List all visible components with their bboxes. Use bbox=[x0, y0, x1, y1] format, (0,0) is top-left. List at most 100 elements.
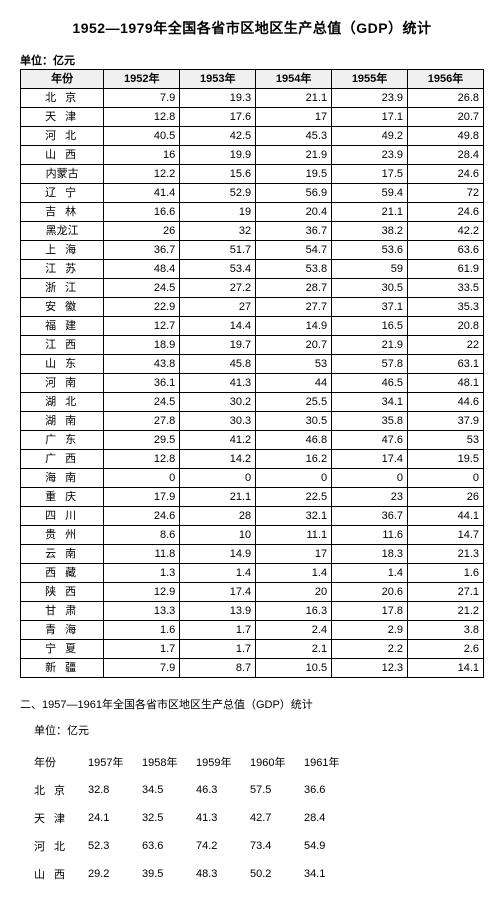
value-cell: 21.9 bbox=[332, 336, 408, 355]
value-cell: 26.8 bbox=[408, 89, 484, 108]
value-cell: 53.6 bbox=[332, 241, 408, 260]
table-row: 宁 夏1.71.72.12.22.6 bbox=[21, 640, 484, 659]
value-cell: 41.2 bbox=[180, 431, 256, 450]
value-cell: 40.5 bbox=[104, 127, 180, 146]
value-cell: 29.5 bbox=[104, 431, 180, 450]
table-row: 陕 西12.917.42020.627.1 bbox=[21, 583, 484, 602]
table-row: 内蒙古12.215.619.517.524.6 bbox=[21, 165, 484, 184]
table-row: 海 南00000 bbox=[21, 469, 484, 488]
value-cell: 12.3 bbox=[332, 659, 408, 678]
province-cell: 江 苏 bbox=[21, 260, 104, 279]
value-cell: 19.3 bbox=[180, 89, 256, 108]
value-cell: 20.7 bbox=[256, 336, 332, 355]
value-cell: 32.1 bbox=[256, 507, 332, 526]
value-cell: 17.8 bbox=[332, 602, 408, 621]
province-cell: 内蒙古 bbox=[21, 165, 104, 184]
value-cell: 44.1 bbox=[408, 507, 484, 526]
value-cell: 23.9 bbox=[332, 146, 408, 165]
province-cell: 辽 宁 bbox=[21, 184, 104, 203]
value-cell: 54.9 bbox=[304, 832, 358, 860]
table-column-header: 1957年 bbox=[88, 748, 142, 776]
value-cell: 63.6 bbox=[142, 832, 196, 860]
value-cell: 33.5 bbox=[408, 279, 484, 298]
province-cell: 浙 江 bbox=[21, 279, 104, 298]
value-cell: 13.3 bbox=[104, 602, 180, 621]
value-cell: 63.6 bbox=[408, 241, 484, 260]
value-cell: 0 bbox=[256, 469, 332, 488]
table-row: 江 西18.919.720.721.922 bbox=[21, 336, 484, 355]
value-cell: 18.9 bbox=[104, 336, 180, 355]
value-cell: 2.2 bbox=[332, 640, 408, 659]
province-cell: 福 建 bbox=[21, 317, 104, 336]
value-cell: 44.6 bbox=[408, 393, 484, 412]
value-cell: 32.8 bbox=[88, 776, 142, 804]
table-row: 河 北52.363.674.273.454.9 bbox=[34, 832, 358, 860]
value-cell: 17.5 bbox=[332, 165, 408, 184]
value-cell: 53 bbox=[256, 355, 332, 374]
value-cell: 26 bbox=[104, 222, 180, 241]
value-cell: 29.2 bbox=[88, 860, 142, 888]
table-column-header: 年份 bbox=[34, 748, 88, 776]
value-cell: 19.5 bbox=[256, 165, 332, 184]
value-cell: 20.8 bbox=[408, 317, 484, 336]
value-cell: 37.9 bbox=[408, 412, 484, 431]
value-cell: 28.7 bbox=[256, 279, 332, 298]
province-cell: 西 藏 bbox=[21, 564, 104, 583]
value-cell: 10.5 bbox=[256, 659, 332, 678]
value-cell: 46.3 bbox=[196, 776, 250, 804]
province-cell: 黑龙江 bbox=[21, 222, 104, 241]
table-row: 广 东29.541.246.847.653 bbox=[21, 431, 484, 450]
value-cell: 54.7 bbox=[256, 241, 332, 260]
value-cell: 59 bbox=[332, 260, 408, 279]
table-row: 山 东43.845.85357.863.1 bbox=[21, 355, 484, 374]
value-cell: 36.7 bbox=[332, 507, 408, 526]
value-cell: 1.4 bbox=[180, 564, 256, 583]
value-cell: 2.4 bbox=[256, 621, 332, 640]
province-cell: 广 东 bbox=[21, 431, 104, 450]
table-row: 甘 肃13.313.916.317.821.2 bbox=[21, 602, 484, 621]
table-row: 黑龙江263236.738.242.2 bbox=[21, 222, 484, 241]
value-cell: 23 bbox=[332, 488, 408, 507]
province-cell: 云 南 bbox=[21, 545, 104, 564]
value-cell: 41.4 bbox=[104, 184, 180, 203]
value-cell: 21.1 bbox=[332, 203, 408, 222]
value-cell: 0 bbox=[180, 469, 256, 488]
gdp-main-table: 年份1952年1953年1954年1955年1956年 北 京7.919.321… bbox=[20, 69, 484, 678]
value-cell: 46.8 bbox=[256, 431, 332, 450]
page-title: 1952—1979年全国各省市区地区生产总值（GDP）统计 bbox=[20, 18, 484, 38]
value-cell: 2.9 bbox=[332, 621, 408, 640]
table-row: 北 京32.834.546.357.536.6 bbox=[34, 776, 358, 804]
table-column-header: 1955年 bbox=[332, 70, 408, 89]
province-cell: 湖 北 bbox=[21, 393, 104, 412]
value-cell: 50.2 bbox=[250, 860, 304, 888]
value-cell: 27.1 bbox=[408, 583, 484, 602]
table-row: 云 南11.814.91718.321.3 bbox=[21, 545, 484, 564]
value-cell: 46.5 bbox=[332, 374, 408, 393]
table-row: 天 津12.817.61717.120.7 bbox=[21, 108, 484, 127]
unit-label: 单位：亿元 bbox=[20, 52, 484, 68]
table-row: 吉 林16.61920.421.124.6 bbox=[21, 203, 484, 222]
province-cell: 北 京 bbox=[34, 776, 88, 804]
table-row: 河 北40.542.545.349.249.8 bbox=[21, 127, 484, 146]
value-cell: 20.6 bbox=[332, 583, 408, 602]
province-cell: 陕 西 bbox=[21, 583, 104, 602]
province-cell: 四 川 bbox=[21, 507, 104, 526]
value-cell: 36.7 bbox=[256, 222, 332, 241]
table-column-header: 1959年 bbox=[196, 748, 250, 776]
value-cell: 45.3 bbox=[256, 127, 332, 146]
province-cell: 天 津 bbox=[34, 804, 88, 832]
value-cell: 17 bbox=[256, 108, 332, 127]
value-cell: 1.4 bbox=[332, 564, 408, 583]
table-column-header: 1953年 bbox=[180, 70, 256, 89]
value-cell: 20.4 bbox=[256, 203, 332, 222]
value-cell: 53 bbox=[408, 431, 484, 450]
table-row: 浙 江24.527.228.730.533.5 bbox=[21, 279, 484, 298]
province-cell: 山 西 bbox=[34, 860, 88, 888]
value-cell: 13.9 bbox=[180, 602, 256, 621]
value-cell: 1.7 bbox=[180, 640, 256, 659]
value-cell: 12.7 bbox=[104, 317, 180, 336]
province-cell: 安 徽 bbox=[21, 298, 104, 317]
table-row: 江 苏48.453.453.85961.9 bbox=[21, 260, 484, 279]
value-cell: 19.9 bbox=[180, 146, 256, 165]
value-cell: 34.1 bbox=[304, 860, 358, 888]
